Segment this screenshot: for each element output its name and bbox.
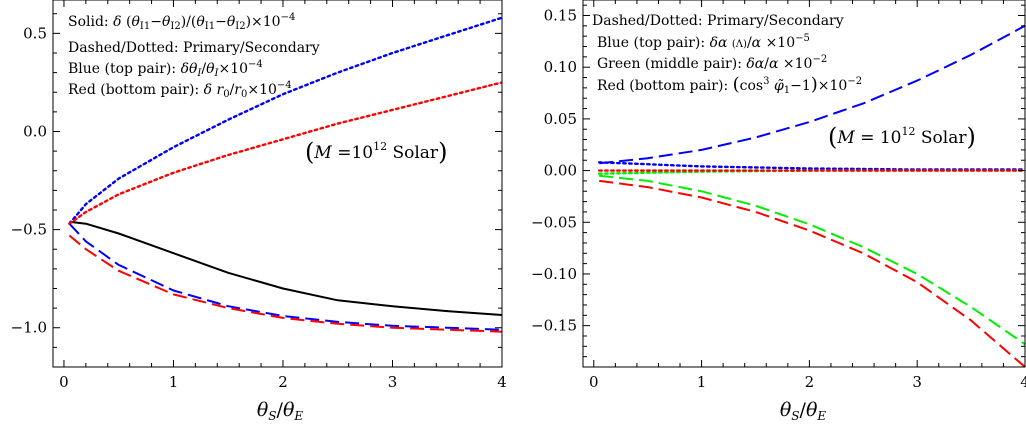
left-x-tick-label: 3 [388,373,398,391]
right-x-tick-label: 0 [589,373,599,391]
left-series-dashed-1 [68,223,502,331]
left-y-tick-label: −1.0 [11,319,47,337]
right-y-tick-label: −0.15 [531,317,577,335]
right-x-tick-label: 3 [912,373,922,391]
right-y-tick-label: −0.10 [531,265,577,283]
right-annotation-blue: Blue (top pair): δα (Λ)/α ×10−5 [597,33,810,51]
right-y-tick-label: 0.10 [544,58,577,76]
right-series-dashed-5 [599,179,1025,367]
left-x-tick-label: 1 [169,373,179,391]
right-series-dashed-0 [599,24,1025,165]
left-x-axis-label: θS/θE [257,399,304,423]
right-curves [598,24,1025,367]
right-series-dotted-1 [598,161,1025,171]
right-x-tick-label: 1 [697,373,707,391]
right-mass-label: (M = 1012 Solar) [828,123,976,151]
right-y-tick-label: −0.05 [531,213,577,231]
right-y-tick-label: 0.15 [544,7,577,25]
right-x-tick-label: 2 [805,373,815,391]
left-panel: 0 1 2 3 4 0.5 0.0 −0.5 −1.0 Solid: δ (θI1−θI2)/(… [11,0,507,423]
left-y-tick-label: 0.5 [23,24,47,42]
right-axes: 0 1 2 3 4 0.15 0.10 0.05 0.00 −0.05 −0.10 −0.15 [531,0,1026,391]
left-curves [68,16,502,333]
left-annotation-red: Red (bottom pair): δ r0/r0×10−4 [68,80,292,100]
left-y-tick-label: −0.5 [11,221,47,239]
right-x-axis-label: θS/θE [780,399,827,423]
left-annotation-blue: Blue (top pair): δθI/θI×10−4 [68,59,263,79]
right-y-tick-label: 0.05 [544,110,577,128]
left-y-tick-label: 0.0 [23,122,47,140]
left-series-solid-0 [69,220,502,316]
left-annotation-style: Dashed/Dotted: Primary/Secondary [68,40,320,56]
right-annotation-style: Dashed/Dotted: Primary/Secondary [592,13,844,29]
left-annotations: Solid: δ (θI1−θI2)/(θI1−θI2)×10−4 Dashed… [68,12,320,100]
left-series-dashed-2 [68,234,502,333]
left-x-tick-label: 2 [278,373,288,391]
right-panel: 0 1 2 3 4 0.15 0.10 0.05 0.00 −0.05 −0.10 −0.15 Das… [531,0,1026,423]
right-annotation-red: Red (bottom pair): (cos3 φ̃1−1)×10−2 [597,74,862,96]
left-annotation-solid: Solid: δ (θI1−θI2)/(θI1−θI2)×10−4 [68,12,295,32]
right-annotation-green: Green (middle pair): δα/α ×10−2 [597,54,827,72]
left-series-dotted-4 [68,81,502,225]
right-x-tick-label: 4 [1020,373,1026,391]
left-plot-frame [52,0,503,368]
left-axes: 0 1 2 3 4 0.5 0.0 −0.5 −1.0 [11,0,507,391]
left-x-tick-label: 4 [497,373,507,391]
right-plot-frame [582,0,1026,368]
right-y-tick-label: 0.00 [544,162,577,180]
right-series-dashed-4 [599,174,1025,346]
left-mass-label: (M =1012 Solar) [305,138,447,166]
right-annotations: Dashed/Dotted: Primary/Secondary Blue (t… [592,13,862,96]
left-x-tick-label: 0 [59,373,69,391]
left-series-dotted-3 [68,16,502,225]
